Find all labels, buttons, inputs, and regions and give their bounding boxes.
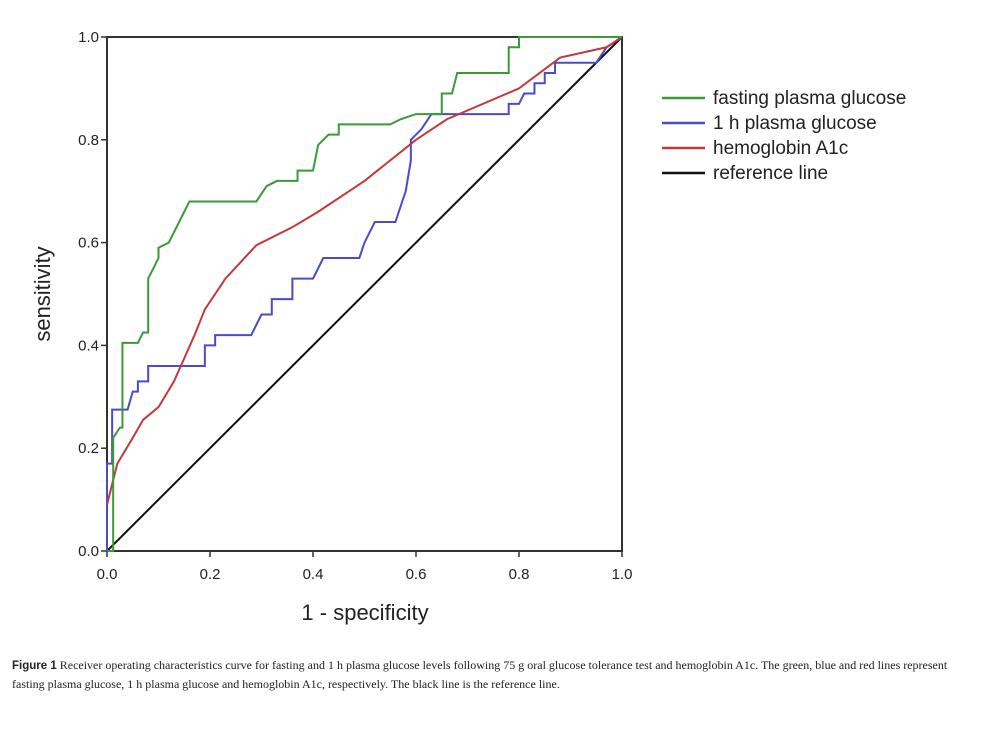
x-tick-label: 0.6 [406, 566, 427, 583]
legend-label: reference line [713, 163, 828, 184]
legend-label: fasting plasma glucose [713, 88, 906, 109]
y-tick-label: 0.2 [78, 440, 99, 457]
series-line-hemoglobin-a1c [106, 36, 623, 505]
y-tick-label: 0.0 [78, 543, 99, 560]
legend: fasting plasma glucose 1 h plasma glucose… [662, 88, 906, 184]
caption-label: Figure 1 [12, 660, 57, 672]
caption-text: Receiver operating characteristics curve… [12, 658, 948, 691]
x-tick-label: 1.0 [612, 566, 633, 583]
plot-frame [106, 36, 623, 552]
y-tick-label: 0.4 [78, 337, 99, 354]
series-line-reference-line [106, 36, 623, 552]
legend-label: 1 h plasma glucose [713, 113, 877, 134]
y-axis-label: sensitivity [30, 246, 55, 341]
roc-chart: 0.0 0.2 0.4 0.6 0.8 1.0 0.0 0.2 0.4 0.6 0.8 1.0 1 -… [30, 29, 906, 625]
legend-label: hemoglobin A1c [713, 138, 848, 159]
y-tick-label: 0.6 [78, 235, 99, 252]
x-tick-label: 0.4 [303, 566, 324, 583]
x-tick-label: 0.8 [509, 566, 530, 583]
y-tick-label: 1.0 [78, 29, 99, 46]
y-tick-label: 0.8 [78, 132, 99, 149]
x-tick-label: 0.0 [97, 566, 118, 583]
series-line-1-h-plasma-glucose [106, 36, 623, 551]
x-axis-label: 1 - specificity [301, 600, 428, 625]
figure-caption: Figure 1 Receiver operating characterist… [12, 656, 972, 693]
series-line-fasting-plasma-glucose [107, 36, 622, 552]
x-tick-label: 0.2 [200, 566, 221, 583]
